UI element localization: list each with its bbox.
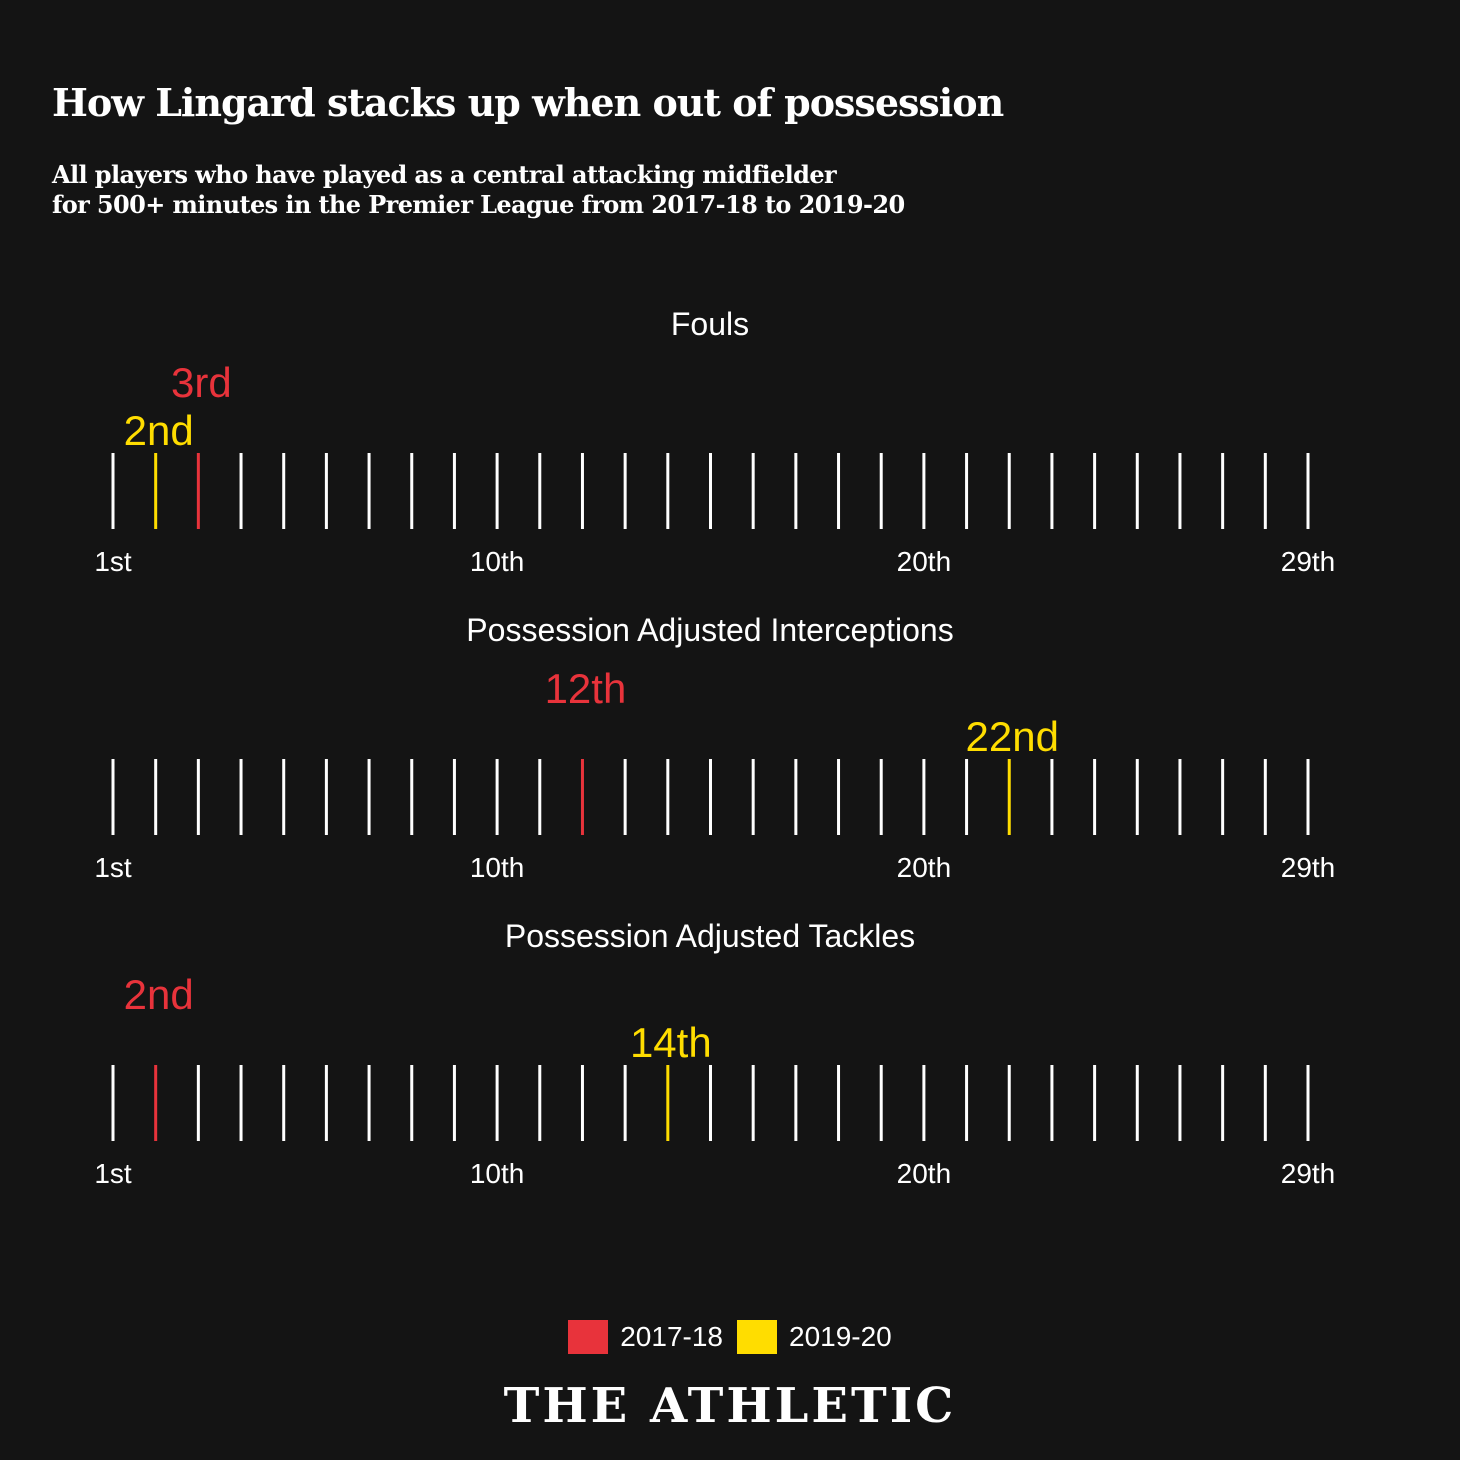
brand-logo: THE ATHLETIC [503, 1378, 957, 1434]
axis-label: 20th [897, 852, 952, 883]
subtitle-line-2: for 500+ minutes in the Premier League f… [52, 190, 905, 219]
axis-label: 1st [94, 852, 132, 883]
axis-label: 10th [470, 546, 525, 577]
rank-label-2019-20: 14th [630, 1019, 712, 1066]
axis-label: 1st [94, 1158, 132, 1189]
axis-label: 10th [470, 1158, 525, 1189]
rank-label-2019-20: 2nd [124, 407, 194, 454]
axis-label: 20th [897, 546, 952, 577]
chart-title: How Lingard stacks up when out of posses… [52, 80, 1004, 125]
legend-item-2017-18: 2017-18 [568, 1320, 723, 1354]
axis-label: 29th [1281, 852, 1336, 883]
legend-swatch-2017-18 [568, 1320, 609, 1354]
axis-label: 10th [470, 852, 525, 883]
rank-label-2017-18: 2nd [124, 971, 194, 1018]
axis-label: 20th [897, 1158, 952, 1189]
chart-title-possession-adjusted-interceptions: Possession Adjusted Interceptions [466, 612, 953, 648]
legend-label-2019-20: 2019-20 [789, 1321, 892, 1352]
chart-title-fouls: Fouls [671, 306, 749, 342]
chart-subtitle: All players who have played as a central… [52, 160, 932, 220]
rank-label-2017-18: 3rd [171, 359, 232, 406]
axis-label: 1st [94, 546, 132, 577]
rank-label-2017-18: 12th [545, 665, 627, 712]
chart-title-possession-adjusted-tackles: Possession Adjusted Tackles [505, 918, 915, 954]
legend: 2017-18 2019-20 [0, 1320, 1460, 1354]
subtitle-line-1: All players who have played as a central… [52, 160, 837, 189]
legend-item-2019-20: 2019-20 [737, 1320, 892, 1354]
axis-label: 29th [1281, 546, 1336, 577]
rank-label-2019-20: 22nd [966, 713, 1059, 760]
axis-label: 29th [1281, 1158, 1336, 1189]
legend-swatch-2019-20 [737, 1320, 777, 1354]
legend-label-2017-18: 2017-18 [620, 1321, 723, 1352]
